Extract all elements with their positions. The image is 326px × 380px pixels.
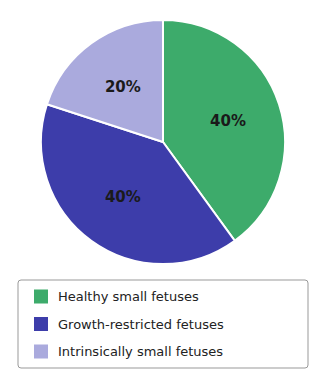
data-label: 20% — [105, 78, 141, 96]
chart: 40% 40% 20% Healthy small fetuses Growth-res… — [0, 0, 326, 380]
data-label: 40% — [210, 112, 246, 130]
chart-container: 40% 40% 20% Healthy small fetuses Growth-res… — [0, 0, 326, 380]
legend-swatch — [34, 345, 48, 359]
data-labels: 40% 40% 20% — [105, 78, 246, 207]
legend-label: Growth-restricted fetuses — [58, 317, 224, 332]
legend-swatch — [34, 290, 48, 304]
pie-slice — [47, 20, 163, 142]
legend-label: Healthy small fetuses — [58, 289, 199, 304]
pie — [41, 20, 285, 264]
legend-box — [18, 280, 308, 368]
legend-swatch — [34, 317, 48, 331]
legend: Healthy small fetuses Growth-restricted f… — [18, 280, 308, 368]
legend-label: Intrinsically small fetuses — [58, 344, 223, 359]
data-label: 40% — [105, 188, 141, 206]
